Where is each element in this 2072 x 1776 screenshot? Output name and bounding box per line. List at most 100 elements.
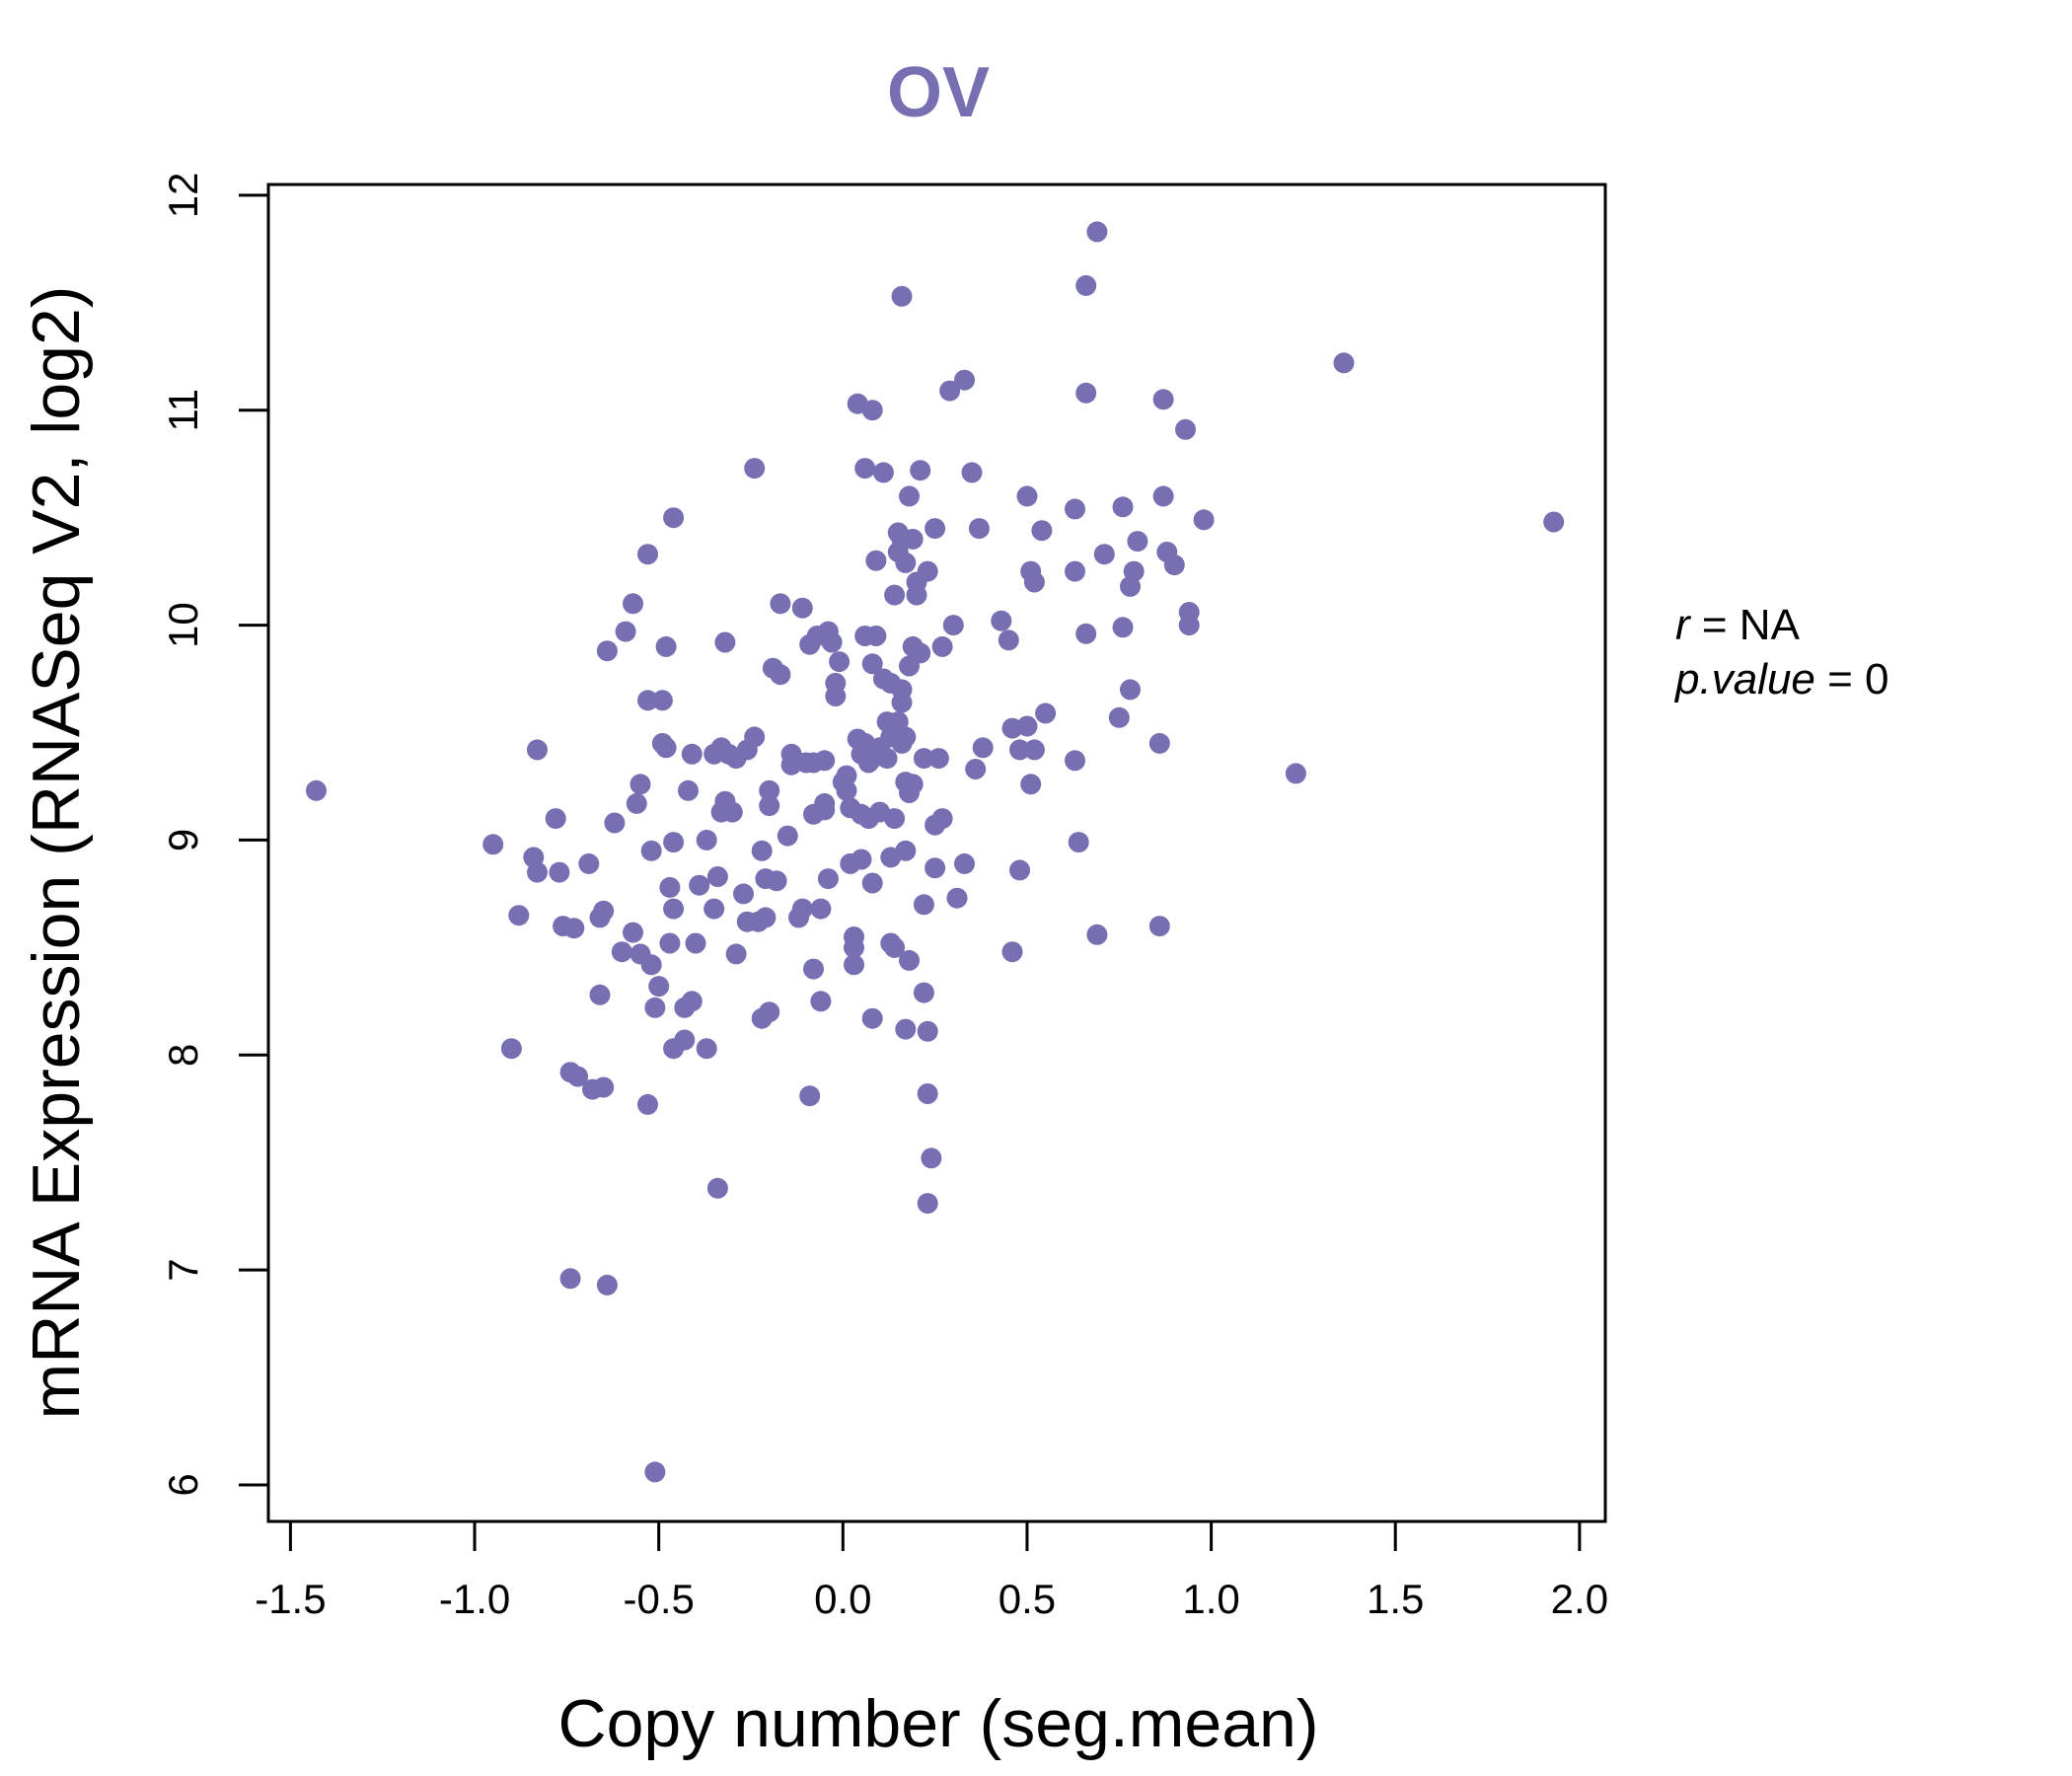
y-tick-label: 7 <box>160 1258 206 1281</box>
data-point <box>968 518 990 540</box>
data-point <box>563 918 585 939</box>
y-tick-label: 9 <box>160 829 206 851</box>
data-point <box>1023 571 1045 593</box>
data-point <box>482 834 504 855</box>
data-point <box>1065 750 1085 772</box>
data-point <box>640 954 662 976</box>
data-point <box>891 285 913 307</box>
data-point <box>1065 498 1085 520</box>
x-tick-label: 1.5 <box>1367 1576 1424 1622</box>
data-point <box>895 552 917 573</box>
data-point <box>844 936 864 958</box>
data-point <box>829 651 851 673</box>
data-point <box>655 737 677 759</box>
data-point <box>589 984 611 1005</box>
data-point <box>527 861 548 883</box>
data-point <box>861 653 883 675</box>
data-point <box>644 997 666 1018</box>
data-point <box>714 631 736 653</box>
data-point <box>1075 382 1097 404</box>
data-point <box>791 597 813 619</box>
data-point <box>1178 615 1200 636</box>
data-point <box>744 458 766 480</box>
data-point <box>917 1193 938 1215</box>
data-point <box>872 462 894 483</box>
data-point <box>1112 617 1134 638</box>
y-axis-title: mRNA Expression (RNASeq V2, log2) <box>19 286 94 1420</box>
data-point <box>1123 560 1145 582</box>
data-point <box>596 640 618 662</box>
data-point <box>925 857 946 879</box>
data-point <box>1020 774 1042 795</box>
data-point <box>725 943 747 965</box>
data-point <box>593 1076 615 1098</box>
data-point <box>851 849 872 870</box>
data-point <box>817 868 839 890</box>
data-point <box>770 664 791 686</box>
data-point <box>659 876 681 898</box>
data-point <box>913 982 934 1003</box>
data-point <box>821 631 843 653</box>
x-tick-label: 0.5 <box>999 1576 1056 1622</box>
data-point <box>1016 715 1038 737</box>
data-point <box>844 954 864 976</box>
data-point <box>681 743 703 765</box>
data-point <box>865 550 887 571</box>
data-point <box>685 932 706 954</box>
data-point <box>899 949 920 971</box>
data-point <box>917 560 938 582</box>
data-point <box>559 1268 581 1290</box>
data-point <box>659 932 681 954</box>
data-point <box>1543 511 1565 533</box>
data-point <box>644 1461 666 1483</box>
data-point <box>1285 763 1306 784</box>
data-point <box>759 779 780 801</box>
p-value-annotation: p.value = 0 <box>1673 655 1889 703</box>
x-axis-title: Copy number (seg.mean) <box>557 1686 1318 1761</box>
data-point <box>865 626 887 646</box>
data-point <box>1001 941 1023 963</box>
data-point <box>637 544 658 565</box>
data-point <box>637 690 658 711</box>
data-point <box>939 380 961 402</box>
data-point <box>696 829 717 851</box>
data-point <box>961 462 983 483</box>
data-point <box>814 750 836 772</box>
data-point <box>733 883 754 905</box>
data-point <box>567 1066 589 1087</box>
data-point <box>1023 739 1045 761</box>
data-point <box>921 1147 942 1169</box>
data-point <box>899 485 920 507</box>
data-point <box>876 748 898 770</box>
data-point <box>1086 924 1108 945</box>
data-point <box>954 852 975 874</box>
data-point <box>791 898 813 920</box>
data-point <box>799 1085 821 1107</box>
y-tick-label: 11 <box>160 389 206 432</box>
data-point <box>1148 732 1170 754</box>
p-value-label: p.value <box>1673 655 1815 703</box>
data-point <box>910 642 931 664</box>
data-point <box>604 812 626 834</box>
x-tick-label: -0.5 <box>623 1576 694 1622</box>
data-point <box>917 1020 938 1042</box>
data-point <box>925 518 946 540</box>
data-point <box>663 832 685 853</box>
data-point <box>593 900 615 922</box>
data-point <box>759 1001 780 1023</box>
data-point <box>1035 703 1057 724</box>
data-point <box>674 1029 696 1051</box>
data-point <box>884 936 906 958</box>
data-point <box>931 808 953 830</box>
data-point <box>689 874 710 896</box>
data-point <box>1075 274 1097 296</box>
data-point <box>1068 832 1089 853</box>
data-point <box>1075 623 1097 644</box>
data-point <box>836 765 857 786</box>
data-point <box>1112 496 1134 518</box>
data-point <box>1016 485 1038 507</box>
data-point <box>965 759 987 779</box>
data-point <box>861 400 883 421</box>
data-point <box>648 976 670 998</box>
